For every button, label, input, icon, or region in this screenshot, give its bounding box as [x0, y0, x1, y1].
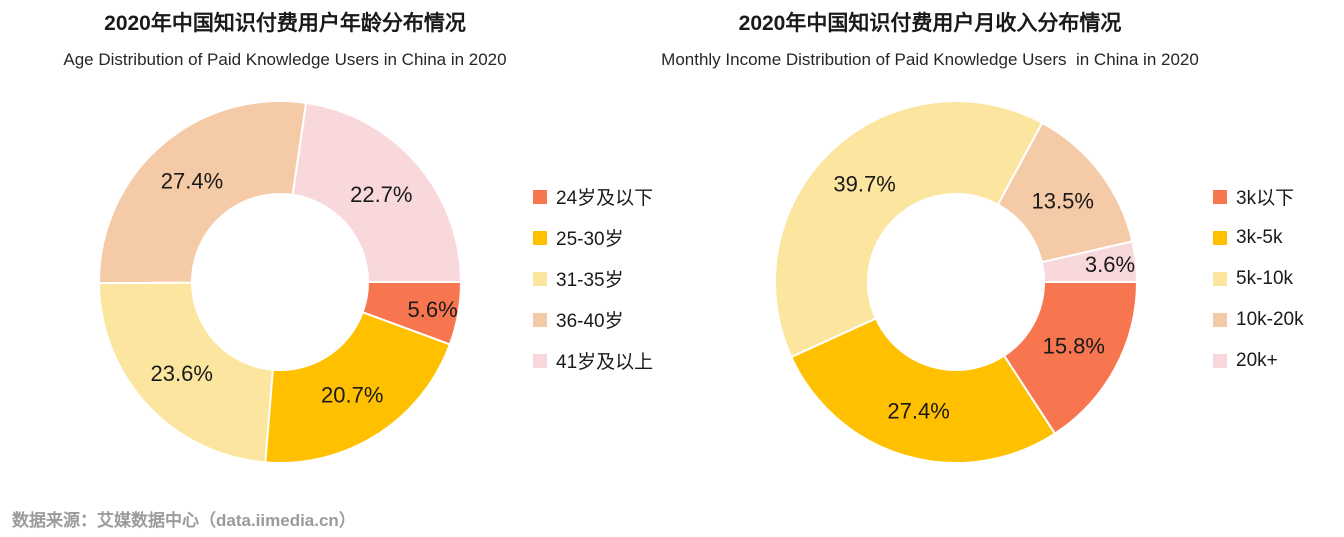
segment-percent-label: 3.6% [1085, 252, 1135, 277]
legend-label: 3k以下 [1236, 188, 1295, 209]
segment-percent-label: 27.4% [887, 398, 949, 423]
donut-segment-41岁及以上 [291, 101, 462, 283]
legend-swatch-icon [533, 230, 547, 245]
legend-item: 25-30岁 [533, 217, 653, 258]
donut-segment-36-40岁 [97, 100, 308, 285]
donut-segment-20k+ [1040, 240, 1138, 283]
legend-swatch-icon [1213, 271, 1227, 286]
legend-label: 31-35岁 [556, 270, 624, 291]
legend-item: 5k-10k [1213, 258, 1304, 299]
donut-segment-3k以下 [1003, 281, 1138, 435]
legend-item: 3k以下 [1213, 176, 1304, 217]
legend-income: 3k以下 3k-5k 5k-10k 10k-20k 20k+ [1213, 176, 1304, 381]
legend-swatch-icon [533, 189, 547, 204]
legend-swatch-icon [533, 353, 547, 368]
donut-segment-25-30岁 [264, 311, 451, 464]
legend-swatch-icon [533, 271, 547, 286]
legend-swatch-icon [1213, 230, 1227, 245]
chart-income-title-cn: 2020年中国知识付费用户月收入分布情况 [738, 12, 1122, 35]
donut-segment-5k-10k [773, 100, 1044, 358]
legend-label: 41岁及以上 [556, 352, 654, 373]
legend-swatch-icon [1213, 353, 1227, 368]
segment-percent-label: 23.6% [151, 361, 213, 386]
legend-item: 41岁及以上 [533, 340, 653, 381]
chart-age-titles: 2020年中国知识付费用户年龄分布情况 Age Distribution of … [0, 10, 570, 71]
donut-segment-31-35岁 [98, 281, 274, 464]
segment-percent-label: 20.7% [321, 383, 383, 408]
legend-label: 5k-10k [1236, 267, 1294, 289]
legend-swatch-icon [1213, 312, 1227, 327]
legend-swatch-icon [1213, 189, 1227, 204]
legend-swatch-icon [533, 312, 547, 327]
segment-percent-label: 27.4% [161, 169, 223, 194]
chart-income-title-en: Monthly Income Distribution of Paid Know… [661, 50, 1199, 70]
data-source-text: 数据来源：艾媒数据中心（data.iimedia.cn） [12, 511, 356, 530]
donut-chart-income: 15.8% 27.4% 39.7% 13.5% 3.6% [773, 100, 1138, 464]
legend-label: 36-40岁 [556, 311, 624, 332]
legend-item: 3k-5k [1213, 217, 1304, 258]
legend-age: 24岁及以下 25-30岁 31-35岁 36-40岁 41岁及以上 [533, 176, 653, 381]
donut-segment-3k-5k [790, 317, 1056, 464]
legend-label: 25-30岁 [556, 229, 624, 250]
segment-percent-label: 5.6% [408, 297, 458, 322]
legend-label: 3k-5k [1236, 226, 1283, 248]
legend-item: 10k-20k [1213, 299, 1304, 340]
legend-label: 10k-20k [1236, 308, 1304, 330]
legend-item: 36-40岁 [533, 299, 653, 340]
chart-income-titles: 2020年中国知识付费用户月收入分布情况 Monthly Income Dist… [656, 10, 1204, 71]
legend-label: 20k+ [1236, 349, 1278, 371]
segment-percent-label: 13.5% [1032, 189, 1094, 214]
segment-percent-label: 22.7% [350, 182, 412, 207]
legend-label: 24岁及以下 [556, 188, 654, 209]
chart-age-title-en: Age Distribution of Paid Knowledge Users… [63, 50, 507, 70]
legend-item: 20k+ [1213, 340, 1304, 381]
segment-percent-label: 39.7% [833, 172, 895, 197]
donut-chart-age: 5.6% 20.7% 23.6% 27.4% 22.7% [97, 100, 462, 464]
legend-item: 24岁及以下 [533, 176, 653, 217]
segment-percent-label: 15.8% [1043, 334, 1105, 359]
legend-item: 31-35岁 [533, 258, 653, 299]
chart-age-title-cn: 2020年中国知识付费用户年龄分布情况 [104, 12, 466, 35]
